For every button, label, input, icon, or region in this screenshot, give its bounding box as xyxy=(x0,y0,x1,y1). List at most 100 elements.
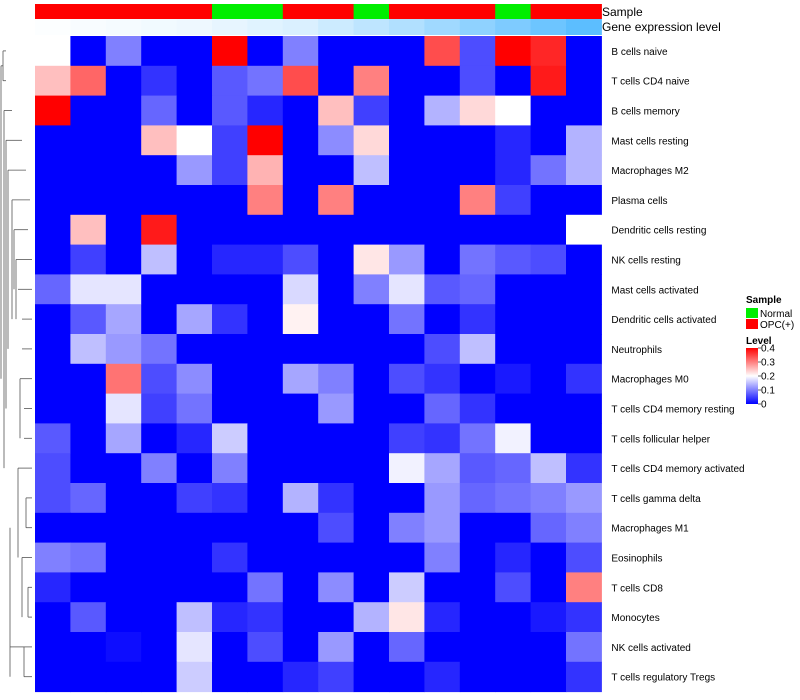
row-label: T cells CD4 memory resting xyxy=(611,405,734,416)
heatmap-cell xyxy=(70,542,107,573)
heatmap-cell xyxy=(495,36,532,67)
heatmap-cell xyxy=(566,512,602,544)
heatmap-cell xyxy=(105,304,142,335)
heatmap-cell xyxy=(459,334,496,365)
sample-annotation-cell xyxy=(566,4,602,19)
heatmap-cell xyxy=(459,661,496,693)
heatmap-cell xyxy=(247,363,284,395)
heatmap-cell xyxy=(389,453,425,484)
heatmap-cell xyxy=(353,244,390,275)
heatmap-cell xyxy=(318,423,355,454)
row-label: T cells follicular helper xyxy=(611,434,710,445)
heatmap-cell xyxy=(495,393,532,424)
heatmap-cell xyxy=(353,274,390,305)
heatmap-cell xyxy=(212,274,248,305)
heatmap-cell xyxy=(247,304,284,335)
heatmap-cell xyxy=(318,65,355,97)
heatmap-cell xyxy=(459,214,496,246)
heatmap-cell xyxy=(495,214,532,246)
heatmap-cell xyxy=(282,661,319,693)
heatmap-cell xyxy=(459,244,496,275)
heatmap-cell xyxy=(566,125,602,156)
heatmap-cell xyxy=(353,155,390,186)
gene-annotation-cell xyxy=(247,19,284,35)
heatmap-cell xyxy=(353,36,390,67)
heatmap-cell xyxy=(566,632,602,663)
heatmap-cell xyxy=(70,334,107,365)
sample-annotation-cell xyxy=(353,4,390,19)
heatmap-cell xyxy=(353,661,390,693)
heatmap-cell xyxy=(212,155,248,186)
level-tick-label: 0.4 xyxy=(761,344,775,355)
heatmap-cell xyxy=(141,423,178,454)
heatmap-cell xyxy=(247,334,284,365)
sample-annotation-cell xyxy=(318,4,355,19)
heatmap-cell xyxy=(282,512,319,544)
heatmap-cell xyxy=(389,632,425,663)
heatmap-cell xyxy=(35,214,71,246)
heatmap-cell xyxy=(105,542,142,573)
heatmap-cell xyxy=(70,244,107,275)
heatmap-cell xyxy=(35,95,71,126)
heatmap-cell xyxy=(105,632,142,663)
heatmap-cell xyxy=(424,453,461,484)
heatmap-cell xyxy=(459,423,496,454)
heatmap-cell xyxy=(282,602,319,633)
sample-annotation-cell xyxy=(459,4,496,19)
heatmap-cell xyxy=(353,483,390,514)
sample-annotation-cell xyxy=(212,4,248,19)
heatmap-cell xyxy=(566,95,602,126)
row-label: Mast cells activated xyxy=(611,285,698,296)
heatmap-cell xyxy=(459,632,496,663)
heatmap-cell xyxy=(389,542,425,573)
heatmap-cell xyxy=(353,65,390,97)
heatmap-cell xyxy=(247,185,284,216)
heatmap-cell xyxy=(424,304,461,335)
heatmap-cell xyxy=(212,423,248,454)
heatmap-cell xyxy=(35,274,71,305)
heatmap-cell xyxy=(176,95,213,126)
sample-annotation-cell xyxy=(247,4,284,19)
heatmap-cell xyxy=(141,661,178,693)
heatmap-cell xyxy=(212,334,248,365)
heatmap-cell xyxy=(141,65,178,97)
heatmap-cell xyxy=(105,274,142,305)
heatmap-cell xyxy=(495,423,532,454)
heatmap-cell xyxy=(212,602,248,633)
heatmap-cell xyxy=(353,542,390,573)
heatmap-cell xyxy=(35,363,71,395)
heatmap-cell xyxy=(353,423,390,454)
heatmap-cell xyxy=(141,363,178,395)
heatmap-cell xyxy=(35,65,71,97)
sample-legend-title: Sample xyxy=(746,295,782,306)
heatmap-cell xyxy=(318,661,355,693)
heatmap-cell xyxy=(141,632,178,663)
heatmap-cell xyxy=(70,125,107,156)
heatmap-cell xyxy=(70,393,107,424)
heatmap-cell xyxy=(389,36,425,67)
heatmap-cell xyxy=(70,36,107,67)
heatmap-cell xyxy=(70,363,107,395)
heatmap-cell xyxy=(459,542,496,573)
heatmap-cell xyxy=(70,453,107,484)
heatmap-cell xyxy=(141,512,178,544)
row-label: Macrophages M0 xyxy=(611,375,689,386)
heatmap-cell xyxy=(495,155,532,186)
heatmap-cell xyxy=(389,483,425,514)
legend-swatch-opc xyxy=(746,319,758,329)
heatmap-cell xyxy=(424,95,461,126)
heatmap-cell xyxy=(35,393,71,424)
row-label: Macrophages M1 xyxy=(611,524,689,535)
heatmap-cell xyxy=(247,512,284,544)
heatmap-cell xyxy=(212,363,248,395)
heatmap-cell xyxy=(247,95,284,126)
heatmap-cell xyxy=(318,36,355,67)
heatmap-cell xyxy=(566,572,602,603)
level-colorbar xyxy=(746,348,758,404)
heatmap-cell xyxy=(35,661,71,693)
heatmap-cell xyxy=(282,36,319,67)
heatmap-cell xyxy=(212,453,248,484)
heatmap-cell xyxy=(212,632,248,663)
heatmap-cell xyxy=(318,542,355,573)
